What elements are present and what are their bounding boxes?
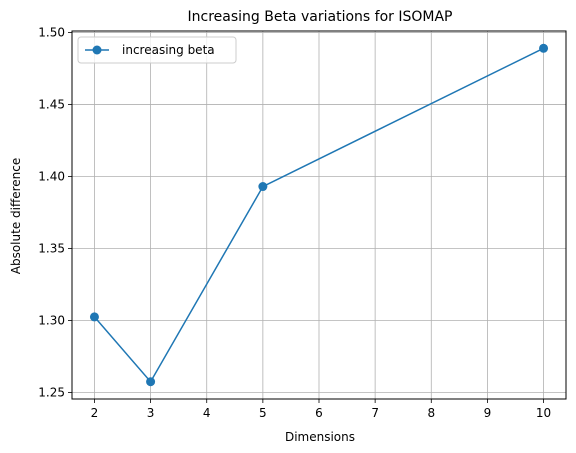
legend-label: increasing beta <box>122 43 215 57</box>
x-tick-label: 5 <box>259 406 267 420</box>
x-tick-label: 9 <box>484 406 492 420</box>
x-tick-label: 8 <box>427 406 435 420</box>
legend-box <box>77 36 237 64</box>
series-line <box>93 47 544 384</box>
x-tick-label: 6 <box>315 406 323 420</box>
data-point <box>539 43 549 53</box>
legend: increasing beta <box>77 36 237 64</box>
plot-frame <box>71 30 567 400</box>
x-tick-label: 4 <box>203 406 211 420</box>
x-tick-label: 2 <box>91 406 99 420</box>
grid <box>72 31 566 399</box>
x-axis-ticks: 2 3 4 5 6 7 8 9 10 <box>91 399 551 420</box>
data-point <box>258 182 268 192</box>
y-tick-label: 1.35 <box>38 241 65 255</box>
y-tick-label: 1.25 <box>38 386 65 400</box>
data-point <box>146 377 156 387</box>
x-tick-label: 10 <box>536 406 551 420</box>
x-tick-label: 3 <box>147 406 155 420</box>
x-tick-label: 7 <box>371 406 379 420</box>
legend-marker-sample <box>92 45 102 55</box>
y-axis-ticks: 1.25 1.30 1.35 1.40 1.45 1.50 <box>38 25 72 400</box>
y-axis-label: Absolute difference <box>9 158 23 275</box>
chart-title: Increasing Beta variations for ISOMAP <box>188 9 453 25</box>
y-tick-label: 1.50 <box>38 25 65 39</box>
series-layer <box>89 43 549 387</box>
data-point <box>89 312 99 322</box>
y-tick-label: 1.40 <box>38 169 65 183</box>
y-tick-label: 1.30 <box>38 314 65 328</box>
y-tick-label: 1.45 <box>38 97 65 111</box>
x-axis-label: Dimensions <box>285 430 355 444</box>
